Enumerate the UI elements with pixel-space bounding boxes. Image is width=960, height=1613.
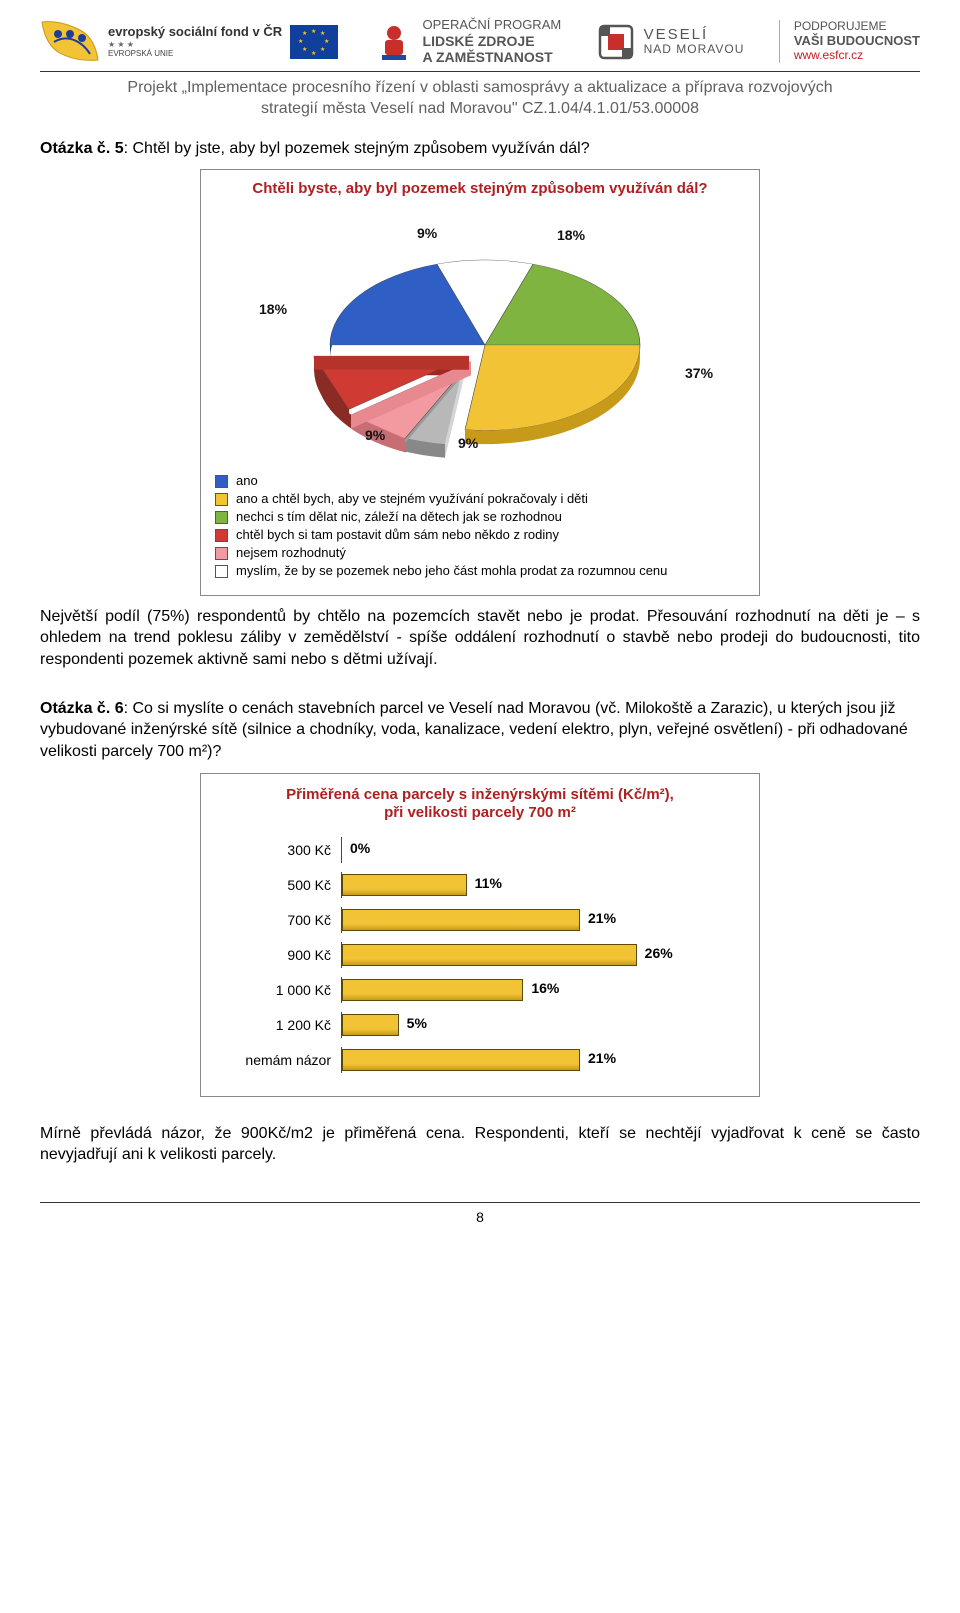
- bar-value: 11%: [475, 875, 502, 891]
- bar-value: 16%: [531, 980, 559, 996]
- pct-9-bot: 9%: [365, 427, 385, 443]
- bar-chart: Přiměřená cena parcely s inženýrskými sí…: [200, 773, 760, 1098]
- svg-text:★: ★: [298, 38, 303, 45]
- support-l2: VAŠI BUDOUCNOST: [794, 34, 920, 49]
- bar-value: 0%: [350, 840, 370, 856]
- city-l1: VESELÍ: [644, 26, 745, 43]
- paragraph-1: Největší podíl (75%) respondentů by chtě…: [40, 606, 920, 670]
- question-6: Otázka č. 6: Co si myslíte o cenách stav…: [40, 698, 920, 763]
- eu-flag-icon: ★★★ ★★★ ★★: [290, 25, 338, 59]
- svg-text:★: ★: [311, 28, 316, 35]
- bar-label: 1 000 Kč: [221, 982, 341, 998]
- project-title: Projekt „Implementace procesního řízení …: [40, 78, 920, 120]
- eu-text: EVROPSKÁ UNIE: [108, 49, 282, 58]
- bar-track: 21%: [341, 1047, 682, 1073]
- pie-chart: Chtěli byste, aby byl pozemek stejným zp…: [200, 169, 760, 596]
- paragraph-2: Mírně převládá názor, že 900Kč/m2 je při…: [40, 1123, 920, 1166]
- svg-text:★: ★: [320, 30, 325, 37]
- svg-text:★: ★: [324, 38, 329, 45]
- bar-row: 1 200 Kč 5%: [221, 1012, 739, 1038]
- pct-18-left: 18%: [259, 301, 287, 317]
- pie-legend: ano ano a chtěl bych, aby ve stejném vyu…: [215, 473, 745, 578]
- legend-item: ano a chtěl bych, aby ve stejném využívá…: [215, 491, 745, 506]
- bar-track: 21%: [341, 907, 682, 933]
- logo-support: PODPORUJEME VAŠI BUDOUCNOST www.esfcr.cz: [779, 20, 920, 63]
- bar-row: nemám názor 21%: [221, 1047, 739, 1073]
- bar-track: 26%: [341, 942, 682, 968]
- legend-item: chtěl bych si tam postavit dům sám nebo …: [215, 527, 745, 542]
- logo-esf: evropský sociální fond v ČR ★ ★ ★ EVROPS…: [40, 20, 338, 64]
- bar-track: 0%: [341, 837, 682, 863]
- bar-label: nemám názor: [221, 1052, 341, 1068]
- bar-row: 300 Kč 0%: [221, 837, 739, 863]
- bar-title: Přiměřená cena parcely s inženýrskými sí…: [221, 786, 739, 824]
- pct-9-top: 9%: [417, 225, 437, 241]
- support-url: www.esfcr.cz: [794, 49, 920, 63]
- bar-value: 26%: [645, 945, 673, 961]
- pct-37: 37%: [685, 365, 713, 381]
- bar-label: 1 200 Kč: [221, 1017, 341, 1033]
- logo-city: VESELÍ NAD MORAVOU: [596, 22, 745, 62]
- op-l1: OPERAČNÍ PROGRAM: [423, 18, 562, 33]
- bar-row: 1 000 Kč 16%: [221, 977, 739, 1003]
- pct-18-right: 18%: [557, 227, 585, 243]
- bar-label: 500 Kč: [221, 877, 341, 893]
- bar-row: 900 Kč 26%: [221, 942, 739, 968]
- op-l2: LIDSKÉ ZDROJE: [423, 33, 562, 49]
- bar-value: 21%: [588, 910, 616, 926]
- city-l2: NAD MORAVOU: [644, 43, 745, 57]
- bar-value: 5%: [407, 1015, 427, 1031]
- legend-item: nechci s tím dělat nic, záleží na dětech…: [215, 509, 745, 524]
- bar-label: 700 Kč: [221, 912, 341, 928]
- pie-title: Chtěli byste, aby byl pozemek stejným zp…: [215, 180, 745, 199]
- legend-item: myslím, že by se pozemek nebo jeho část …: [215, 563, 745, 578]
- legend-item: ano: [215, 473, 745, 488]
- legend-item: nejsem rozhodnutý: [215, 545, 745, 560]
- header-logos: evropský sociální fond v ČR ★ ★ ★ EVROPS…: [40, 18, 920, 72]
- bar-track: 16%: [341, 977, 682, 1003]
- logo-op: OPERAČNÍ PROGRAM LIDSKÉ ZDROJE A ZAMĚSTN…: [373, 18, 562, 65]
- pct-9-mid: 9%: [458, 435, 478, 451]
- bar-track: 5%: [341, 1012, 682, 1038]
- svg-text:★: ★: [302, 30, 307, 37]
- svg-text:★: ★: [302, 46, 307, 53]
- bar-label: 900 Kč: [221, 947, 341, 963]
- pie-svg: [215, 205, 745, 465]
- bar-label: 300 Kč: [221, 842, 341, 858]
- question-5: Otázka č. 5: Chtěl by jste, aby byl poze…: [40, 138, 920, 160]
- bar-track: 11%: [341, 872, 682, 898]
- bar-row: 500 Kč 11%: [221, 872, 739, 898]
- support-l1: PODPORUJEME: [794, 20, 920, 34]
- page-number: 8: [40, 1202, 920, 1225]
- bar-value: 21%: [588, 1050, 616, 1066]
- svg-text:★: ★: [311, 50, 316, 57]
- bar-row: 700 Kč 21%: [221, 907, 739, 933]
- op-l3: A ZAMĚSTNANOST: [423, 49, 562, 65]
- svg-text:★: ★: [320, 46, 325, 53]
- esf-text: evropský sociální fond v ČR: [108, 25, 282, 40]
